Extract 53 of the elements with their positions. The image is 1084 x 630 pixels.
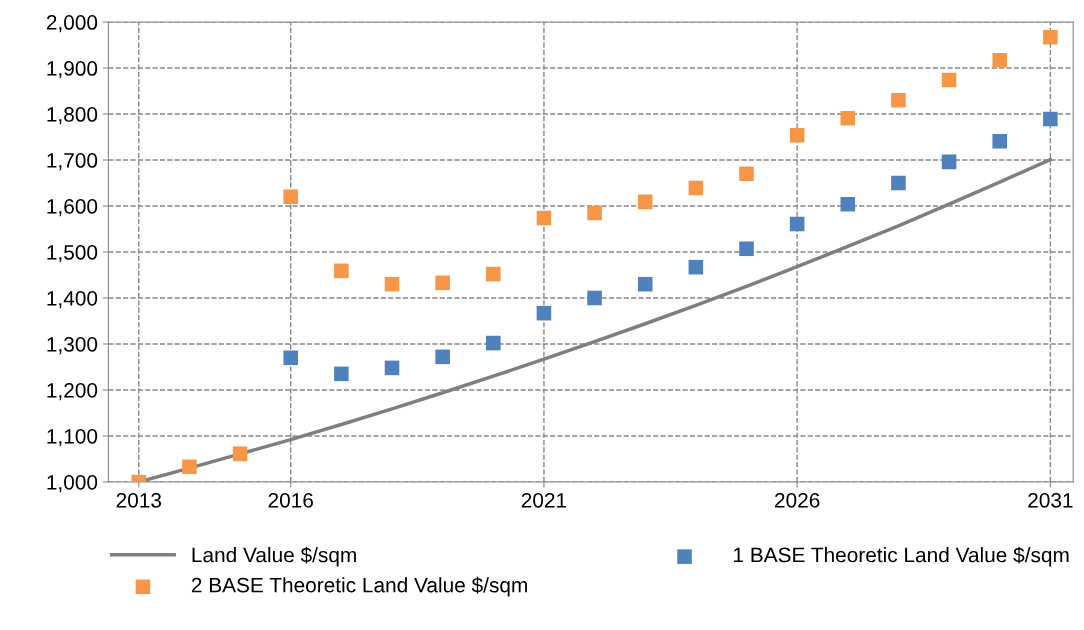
x-tick-label: 2016 <box>268 492 313 508</box>
point <box>384 276 400 292</box>
point <box>941 154 957 170</box>
y-tick-label: 2,000 <box>46 15 98 33</box>
point <box>840 110 856 126</box>
point <box>891 175 906 191</box>
y-tick-label: 1,400 <box>47 290 98 309</box>
y-tick-label: 1,300 <box>47 336 98 355</box>
point <box>637 194 653 210</box>
point <box>789 127 805 143</box>
point <box>891 92 906 108</box>
point <box>688 180 704 196</box>
x-tick-label: 2013 <box>116 492 162 508</box>
point <box>536 305 552 321</box>
point <box>334 366 349 382</box>
point <box>486 335 501 351</box>
point <box>789 216 805 232</box>
point <box>587 290 602 306</box>
point <box>334 263 349 279</box>
y-tick-label: 1,100 <box>47 428 98 447</box>
point <box>1043 29 1058 45</box>
legend-label: 2 BASE Theoretic Land Value $/sqm <box>191 576 527 597</box>
point <box>992 133 1008 149</box>
point <box>232 446 248 462</box>
point <box>840 196 856 212</box>
point <box>587 205 602 221</box>
legend-label: 1 BASE Theoretic Land Value $/sqm <box>734 546 1069 567</box>
y-tick-label: 1,800 <box>47 107 98 125</box>
y-tick-label: 1,900 <box>47 61 98 79</box>
point <box>283 350 298 366</box>
point <box>941 72 957 88</box>
x-tick-label: 2021 <box>521 492 567 508</box>
point <box>486 266 501 282</box>
point <box>283 189 298 205</box>
point <box>637 276 653 292</box>
legend-label: Land Value $/sqm <box>192 546 356 567</box>
point <box>182 459 197 475</box>
point <box>384 360 400 376</box>
x-tick-label: 2026 <box>775 492 820 508</box>
y-tick-label: 1,200 <box>47 382 98 401</box>
y-tick-label: 1,600 <box>47 199 98 217</box>
point <box>435 349 450 365</box>
point <box>435 275 450 291</box>
point <box>1043 111 1058 127</box>
point <box>992 52 1008 68</box>
y-tick-label: 1,000 <box>47 474 98 493</box>
y-tick-label: 1,700 <box>47 153 98 171</box>
y-tick-label: 1,500 <box>47 245 98 263</box>
x-tick-label: 2031 <box>1028 492 1073 508</box>
point <box>739 241 754 257</box>
point <box>688 259 704 275</box>
point <box>739 166 754 182</box>
point <box>536 210 552 226</box>
